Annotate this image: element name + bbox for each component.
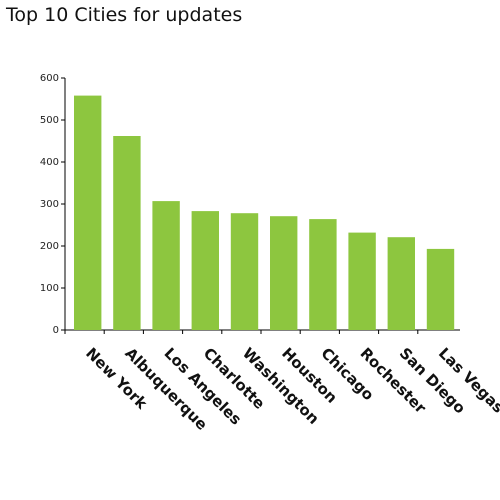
bar [113, 136, 141, 330]
bar [426, 248, 455, 330]
bars [74, 95, 455, 330]
y-tick-label: 200 [40, 241, 59, 252]
bar [152, 201, 180, 330]
y-tick-label: 300 [40, 199, 59, 210]
bar [230, 213, 259, 330]
chart-title: Top 10 Cities for updates [6, 4, 243, 26]
y-axis: 0 100 200 300 400 500 600 [40, 73, 66, 336]
bar [348, 232, 376, 330]
y-tick-label: 0 [53, 325, 59, 336]
bar [387, 237, 415, 330]
y-tick-label: 600 [40, 73, 59, 84]
bar [270, 216, 298, 330]
bar [309, 219, 337, 330]
bar [191, 211, 219, 330]
bar [74, 95, 102, 330]
y-tick-label: 100 [40, 283, 59, 294]
x-axis [61, 329, 460, 334]
y-tick-label: 400 [40, 157, 59, 168]
y-tick-label: 500 [40, 115, 59, 126]
